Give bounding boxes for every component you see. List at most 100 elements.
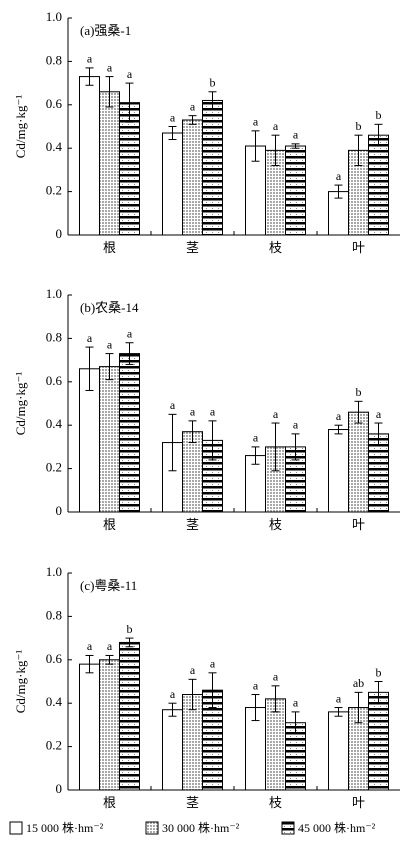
significance-letter: a: [273, 119, 279, 133]
y-axis-label: Cd/mg·kg⁻¹: [13, 372, 28, 436]
panel-title: (b)农桑-14: [80, 300, 139, 315]
y-tick-label: 0: [56, 226, 63, 241]
panel-title: (c)粤桑-11: [80, 578, 137, 593]
y-tick-label: 1.0: [46, 9, 62, 24]
error-bar: [188, 115, 197, 125]
panel-title: (a)强桑-1: [80, 23, 131, 38]
x-tick-label: 枝: [269, 240, 282, 255]
bar: [328, 711, 349, 791]
y-axis-label: Cd/mg·kg⁻¹: [13, 650, 28, 714]
error-bar: [85, 67, 94, 86]
error-bar: [168, 413, 177, 472]
significance-letter: a: [107, 60, 113, 74]
significance-letter: a: [87, 639, 93, 653]
bar: [79, 76, 100, 236]
error-bar: [168, 702, 177, 717]
y-tick-label: 0: [56, 503, 63, 518]
significance-letter: b: [356, 119, 362, 133]
bar: [119, 641, 140, 791]
error-bar: [188, 678, 197, 711]
error-bar: [85, 654, 94, 674]
bar: [99, 366, 120, 513]
legend-label: 45 000 株·hm⁻²: [298, 820, 376, 835]
significance-letter: a: [87, 331, 93, 345]
bar: [265, 698, 286, 791]
x-tick-label: 茎: [186, 795, 199, 810]
significance-letter: a: [190, 405, 196, 419]
bar: [119, 353, 140, 513]
x-tick-label: 根: [103, 240, 116, 255]
error-bar: [168, 126, 177, 141]
error-bar: [374, 422, 383, 446]
legend-swatch: [145, 821, 159, 835]
x-tick-label: 枝: [269, 517, 282, 532]
error-bar: [251, 130, 260, 162]
x-tick-label: 根: [103, 795, 116, 810]
error-bar: [291, 143, 300, 149]
x-tick-label: 叶: [352, 517, 365, 532]
significance-letter: a: [87, 52, 93, 66]
significance-letter: a: [107, 639, 113, 653]
significance-letter: a: [336, 169, 342, 183]
x-tick-label: 茎: [186, 517, 199, 532]
y-tick-label: 1.0: [46, 286, 62, 301]
y-tick-label: 0.2: [46, 183, 62, 198]
significance-letter: a: [253, 678, 259, 692]
y-tick-label: 0.4: [46, 416, 63, 431]
y-tick-label: 0.6: [46, 96, 63, 111]
legend-label: 15 000 株·hm⁻²: [26, 820, 104, 835]
significance-letter: ab: [353, 676, 364, 690]
error-bar: [354, 400, 363, 424]
bar: [79, 663, 100, 791]
error-bar: [125, 342, 134, 365]
bar: [348, 411, 369, 513]
x-tick-label: 枝: [269, 795, 282, 810]
significance-letter: a: [210, 405, 216, 419]
significance-letter: a: [190, 99, 196, 113]
y-tick-label: 0.2: [46, 738, 62, 753]
error-bar: [334, 707, 343, 717]
y-tick-label: 0.4: [46, 139, 63, 154]
error-bar: [374, 681, 383, 704]
y-tick-label: 0.8: [46, 329, 62, 344]
significance-letter: a: [127, 326, 133, 340]
significance-letter: a: [376, 407, 382, 421]
significance-letter: a: [293, 128, 299, 142]
error-bar: [271, 422, 280, 472]
significance-letter: a: [253, 115, 259, 129]
significance-letter: b: [376, 665, 382, 679]
significance-letter: a: [253, 431, 259, 445]
bar: [328, 429, 349, 513]
error-bar: [374, 123, 383, 147]
error-bar: [125, 637, 134, 648]
significance-letter: a: [127, 67, 133, 81]
significance-letter: b: [356, 385, 362, 399]
bar: [368, 691, 389, 791]
significance-letter: a: [170, 110, 176, 124]
significance-letter: a: [273, 670, 279, 684]
error-bar: [105, 654, 114, 665]
error-bar: [188, 420, 197, 444]
error-bar: [85, 346, 94, 391]
y-tick-label: 0.6: [46, 651, 63, 666]
error-bar: [291, 433, 300, 461]
bar: [162, 709, 183, 791]
x-tick-label: 叶: [352, 240, 365, 255]
significance-letter: a: [107, 337, 113, 351]
y-tick-label: 1.0: [46, 564, 62, 579]
bar: [99, 659, 120, 791]
bar: [99, 91, 120, 236]
y-tick-label: 0.8: [46, 607, 62, 622]
bar: [368, 433, 389, 513]
legend-swatch: [281, 821, 295, 835]
y-tick-label: 0.6: [46, 373, 63, 388]
significance-letter: a: [293, 418, 299, 432]
y-axis-label: Cd/mg·kg⁻¹: [13, 95, 28, 159]
error-bar: [105, 353, 114, 381]
error-bar: [105, 76, 114, 108]
error-bar: [251, 694, 260, 722]
bar: [285, 145, 306, 236]
bar: [368, 134, 389, 236]
y-tick-label: 0: [56, 781, 63, 796]
